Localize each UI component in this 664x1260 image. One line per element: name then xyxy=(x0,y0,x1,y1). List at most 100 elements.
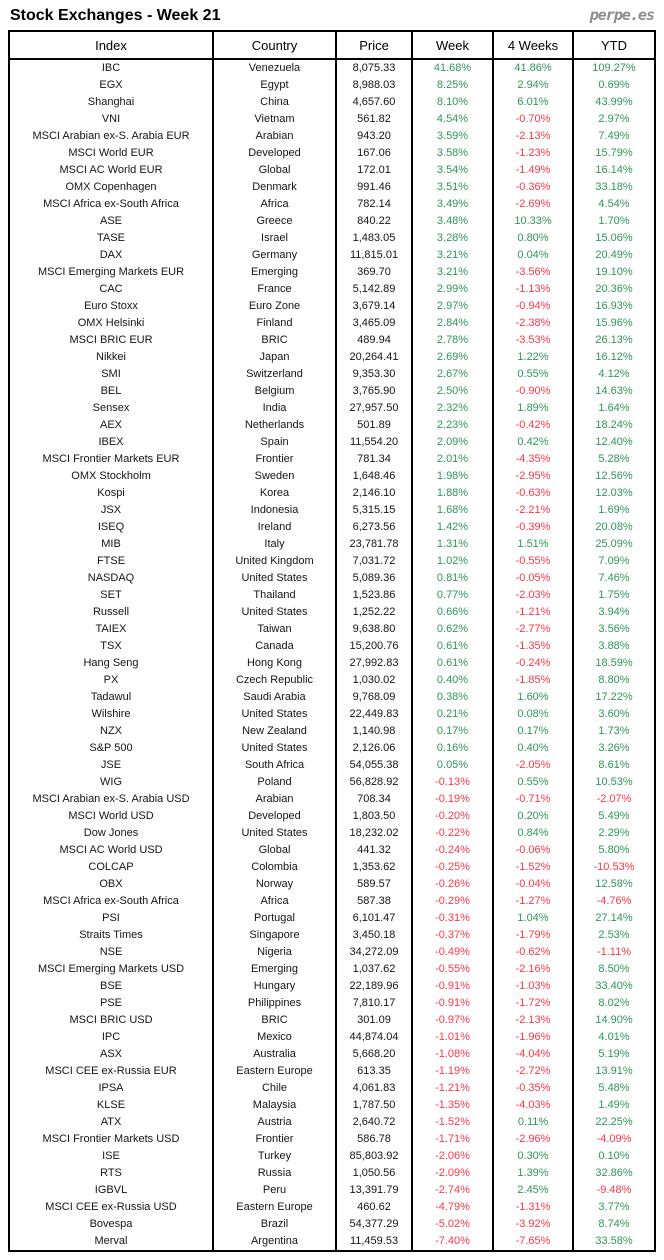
price-cell: 3,465.09 xyxy=(335,315,413,332)
price-cell: 840.22 xyxy=(335,213,413,230)
price-cell: 1,648.46 xyxy=(335,468,413,485)
price-cell: 1,803.50 xyxy=(335,808,413,825)
4weeks-cell: -1.72% xyxy=(492,995,574,1012)
week-cell: 0.77% xyxy=(411,587,494,604)
week-cell: -0.91% xyxy=(411,995,494,1012)
4weeks-cell: -2.77% xyxy=(492,621,574,638)
week-cell: -1.08% xyxy=(411,1046,494,1063)
index-cell: NZX xyxy=(8,723,214,740)
ytd-cell: 3.94% xyxy=(572,604,656,621)
country-cell: BRIC xyxy=(212,1012,337,1029)
table-row: IGBVL Peru 13,391.79 -2.74% 2.45% -9.48% xyxy=(8,1182,656,1199)
week-cell: -4.79% xyxy=(411,1199,494,1216)
ytd-cell: 22.25% xyxy=(572,1114,656,1131)
price-cell: 301.09 xyxy=(335,1012,413,1029)
ytd-cell: -10.53% xyxy=(572,859,656,876)
4weeks-cell: -3.92% xyxy=(492,1216,574,1233)
table-row: Dow Jones United States 18,232.02 -0.22% 0.8… xyxy=(8,825,656,842)
week-cell: 3.54% xyxy=(411,162,494,179)
table-row: MSCI BRIC USD BRIC 301.09 -0.97% -2.13% 14.90… xyxy=(8,1012,656,1029)
ytd-cell: 33.18% xyxy=(572,179,656,196)
week-cell: 3.59% xyxy=(411,128,494,145)
price-cell: 4,657.60 xyxy=(335,94,413,111)
ytd-cell: 19.10% xyxy=(572,264,656,281)
index-cell: MIB xyxy=(8,536,214,553)
country-cell: United Kingdom xyxy=(212,553,337,570)
ytd-cell: 16.14% xyxy=(572,162,656,179)
table-row: Nikkei Japan 20,264.41 2.69% 1.22% 16.12% xyxy=(8,349,656,366)
ytd-cell: 8.61% xyxy=(572,757,656,774)
ytd-cell: 109.27% xyxy=(572,59,656,77)
table-row: Shanghai China 4,657.60 8.10% 6.01% 43.99% xyxy=(8,94,656,111)
4weeks-cell: -2.16% xyxy=(492,961,574,978)
country-cell: China xyxy=(212,94,337,111)
table-row: NZX New Zealand 1,140.98 0.17% 0.17% 1.73% xyxy=(8,723,656,740)
table-row: KLSE Malaysia 1,787.50 -1.35% -4.03% 1.49% xyxy=(8,1097,656,1114)
table-row: BSE Hungary 22,189.96 -0.91% -1.03% 33.40% xyxy=(8,978,656,995)
stock-table: Index Country Price Week 4 Weeks YTD IBC… xyxy=(8,30,656,1252)
price-cell: 589.57 xyxy=(335,876,413,893)
table-row: MSCI Emerging Markets EUR Emerging 369.70 3… xyxy=(8,264,656,281)
country-cell: Portugal xyxy=(212,910,337,927)
ytd-cell: 26.13% xyxy=(572,332,656,349)
4weeks-cell: -1.03% xyxy=(492,978,574,995)
country-cell: Turkey xyxy=(212,1148,337,1165)
4weeks-cell: -7.65% xyxy=(492,1233,574,1251)
index-cell: WIG xyxy=(8,774,214,791)
week-cell: 0.81% xyxy=(411,570,494,587)
4weeks-cell: -1.35% xyxy=(492,638,574,655)
week-cell: -1.21% xyxy=(411,1080,494,1097)
ytd-cell: 14.90% xyxy=(572,1012,656,1029)
ytd-cell: 3.26% xyxy=(572,740,656,757)
price-cell: 6,273.56 xyxy=(335,519,413,536)
4weeks-cell: -2.95% xyxy=(492,468,574,485)
index-cell: Russell xyxy=(8,604,214,621)
table-row: Russell United States 1,252.22 0.66% -1.21% 3… xyxy=(8,604,656,621)
country-cell: New Zealand xyxy=(212,723,337,740)
table-row: CAC France 5,142.89 2.99% -1.13% 20.36% xyxy=(8,281,656,298)
ytd-cell: 18.24% xyxy=(572,417,656,434)
country-cell: Greece xyxy=(212,213,337,230)
4weeks-cell: -1.21% xyxy=(492,604,574,621)
index-cell: MSCI Africa ex-South Africa xyxy=(8,196,214,213)
week-cell: 4.54% xyxy=(411,111,494,128)
4weeks-cell: -2.69% xyxy=(492,196,574,213)
index-cell: MSCI Africa ex-South Africa xyxy=(8,893,214,910)
country-cell: Australia xyxy=(212,1046,337,1063)
table-row: SET Thailand 1,523.86 0.77% -2.03% 1.75% xyxy=(8,587,656,604)
week-cell: 0.05% xyxy=(411,757,494,774)
week-cell: 0.38% xyxy=(411,689,494,706)
index-cell: RTS xyxy=(8,1165,214,1182)
4weeks-cell: -0.06% xyxy=(492,842,574,859)
brand-logo: perpe.es xyxy=(589,6,655,24)
4weeks-cell: 1.39% xyxy=(492,1165,574,1182)
country-cell: BRIC xyxy=(212,332,337,349)
ytd-cell: 2.53% xyxy=(572,927,656,944)
4weeks-cell: -2.21% xyxy=(492,502,574,519)
index-cell: Straits Times xyxy=(8,927,214,944)
ytd-cell: 1.69% xyxy=(572,502,656,519)
price-cell: 11,554.20 xyxy=(335,434,413,451)
week-cell: 2.97% xyxy=(411,298,494,315)
index-cell: MSCI World EUR xyxy=(8,145,214,162)
index-cell: FTSE xyxy=(8,553,214,570)
index-cell: Sensex xyxy=(8,400,214,417)
country-cell: Brazil xyxy=(212,1216,337,1233)
ytd-cell: 33.58% xyxy=(572,1233,656,1251)
column-header-price: Price xyxy=(335,31,413,60)
index-cell: SET xyxy=(8,587,214,604)
ytd-cell: 10.53% xyxy=(572,774,656,791)
price-cell: 781.34 xyxy=(335,451,413,468)
week-cell: -0.31% xyxy=(411,910,494,927)
country-cell: Finland xyxy=(212,315,337,332)
index-cell: MSCI AC World USD xyxy=(8,842,214,859)
week-cell: -1.71% xyxy=(411,1131,494,1148)
table-row: MSCI Emerging Markets USD Emerging 1,037.6… xyxy=(8,961,656,978)
ytd-cell: 20.36% xyxy=(572,281,656,298)
price-cell: 7,810.17 xyxy=(335,995,413,1012)
price-cell: 23,781.78 xyxy=(335,536,413,553)
table-row: TASE Israel 1,483.05 3.28% 0.80% 15.06% xyxy=(8,230,656,247)
price-cell: 167.06 xyxy=(335,145,413,162)
table-row: IPSA Chile 4,061.83 -1.21% -0.35% 5.48% xyxy=(8,1080,656,1097)
country-cell: Saudi Arabia xyxy=(212,689,337,706)
